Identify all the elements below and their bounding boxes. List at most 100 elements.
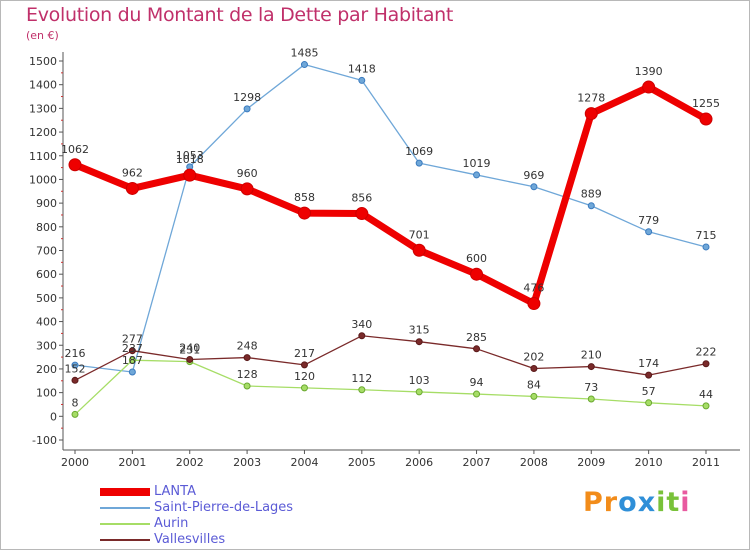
data-point-saint-pierre-de-lages — [530, 183, 538, 191]
data-label-saint-pierre-de-lages: 889 — [581, 188, 602, 201]
logo-letter: i — [656, 487, 667, 518]
data-label-aurin: 8 — [72, 396, 79, 409]
data-label-aurin: 103 — [409, 374, 430, 387]
data-point-vallesvilles — [530, 364, 538, 372]
data-label-lanta: 962 — [122, 166, 143, 179]
data-label-vallesvilles: 217 — [294, 347, 315, 360]
data-label-aurin: 73 — [584, 381, 598, 394]
data-point-aurin — [530, 392, 538, 400]
y-tick-label: 300 — [36, 339, 57, 352]
data-label-saint-pierre-de-lages: 216 — [65, 347, 86, 360]
data-point-aurin — [71, 410, 79, 418]
x-tick-label: 2000 — [61, 456, 89, 469]
data-point-saint-pierre-de-lages — [300, 61, 308, 69]
logo-letter: o — [618, 487, 638, 518]
data-label-lanta: 858 — [294, 191, 315, 204]
x-tick-label: 2007 — [463, 456, 491, 469]
series-aurin — [71, 356, 710, 418]
logo-letter: i — [680, 487, 691, 518]
unit-label: (en €) — [26, 29, 59, 42]
data-label-vallesvilles: 315 — [409, 324, 430, 337]
data-point-saint-pierre-de-lages — [71, 361, 79, 369]
y-tick-label: -100 — [32, 434, 57, 447]
data-point-aurin — [358, 386, 366, 394]
data-label-aurin: 57 — [642, 385, 656, 398]
data-label-aurin: 128 — [237, 368, 258, 381]
legend-swatch — [100, 488, 150, 496]
data-point-vallesvilles — [300, 361, 308, 369]
y-tick-label: 1400 — [29, 79, 57, 92]
data-point-saint-pierre-de-lages — [128, 368, 136, 376]
y-tick-label: 900 — [36, 197, 57, 210]
data-label-vallesvilles: 174 — [638, 357, 659, 370]
data-label-lanta: 1390 — [635, 65, 663, 78]
x-tick-label: 2004 — [290, 456, 318, 469]
legend-swatch — [100, 539, 150, 541]
data-point-vallesvilles — [186, 355, 194, 363]
data-label-lanta: 600 — [466, 252, 487, 265]
y-tick-label: 1000 — [29, 173, 57, 186]
data-label-aurin: 231 — [179, 344, 200, 357]
x-tick-label: 2001 — [118, 456, 146, 469]
series-line-lanta — [71, 83, 710, 308]
legend-label: Vallesvilles — [154, 532, 226, 547]
data-label-aurin: 84 — [527, 378, 541, 391]
data-point-saint-pierre-de-lages — [702, 243, 710, 251]
data-point-aurin — [473, 390, 481, 398]
data-label-aurin: 112 — [351, 372, 372, 385]
data-point-saint-pierre-de-lages — [587, 202, 595, 210]
axes: -100 0 100 200 300 400 500 600 700 800 900 1000 1100… — [29, 52, 740, 469]
data-label-lanta: 960 — [237, 167, 258, 180]
proxiti-logo: Proxiti — [583, 487, 691, 518]
data-label-vallesvilles: 285 — [466, 331, 487, 344]
data-label-saint-pierre-de-lages: 969 — [523, 169, 544, 182]
data-point-aurin — [702, 402, 710, 410]
data-point-saint-pierre-de-lages — [415, 159, 423, 167]
y-tick-label: 400 — [36, 316, 57, 329]
data-point-aurin — [645, 399, 653, 407]
x-tick-label: 2008 — [520, 456, 548, 469]
logo-letter: P — [583, 487, 604, 518]
logo-letter: x — [637, 487, 657, 518]
x-tick-label: 2006 — [405, 456, 433, 469]
legend-label: Saint-Pierre-de-Lages — [154, 500, 294, 515]
data-point-lanta — [240, 182, 254, 196]
data-point-lanta — [183, 168, 197, 182]
data-point-vallesvilles — [702, 360, 710, 368]
data-label-vallesvilles: 240 — [179, 341, 200, 354]
y-tick-label: 200 — [36, 363, 57, 376]
legend-label: Aurin — [154, 516, 189, 531]
data-point-aurin — [300, 384, 308, 392]
data-point-lanta — [297, 206, 311, 220]
data-label-saint-pierre-de-lages: 1053 — [176, 149, 204, 162]
data-point-aurin — [128, 356, 136, 364]
y-tick-label: 1300 — [29, 102, 57, 115]
x-tick-label: 2009 — [577, 456, 605, 469]
data-point-lanta — [125, 181, 139, 195]
data-label-lanta: 1278 — [577, 92, 605, 105]
data-point-vallesvilles — [243, 354, 251, 362]
data-point-vallesvilles — [473, 345, 481, 353]
data-label-vallesvilles: 277 — [122, 333, 143, 346]
data-label-aurin: 94 — [470, 376, 484, 389]
data-label-lanta: 1255 — [692, 97, 720, 110]
data-labels: 216 187 1053 1298 1485 1418 1069 1019 969 889 779 7… — [61, 47, 720, 410]
data-label-lanta: 701 — [409, 228, 430, 241]
data-label-vallesvilles: 248 — [237, 340, 258, 353]
data-label-vallesvilles: 152 — [65, 362, 86, 375]
data-label-saint-pierre-de-lages: 1485 — [290, 47, 318, 60]
data-label-lanta: 856 — [351, 192, 372, 205]
y-tick-label: 1500 — [29, 55, 57, 68]
data-point-vallesvilles — [587, 363, 595, 371]
data-label-saint-pierre-de-lages: 779 — [638, 214, 659, 227]
data-point-saint-pierre-de-lages — [645, 228, 653, 236]
y-tick-label: 1200 — [29, 126, 57, 139]
data-point-aurin — [243, 382, 251, 390]
series-line-vallesvilles — [74, 335, 707, 381]
data-point-lanta — [699, 112, 713, 126]
series-layer — [68, 61, 713, 418]
data-label-saint-pierre-de-lages: 187 — [122, 354, 143, 367]
data-label-vallesvilles: 222 — [696, 346, 717, 359]
